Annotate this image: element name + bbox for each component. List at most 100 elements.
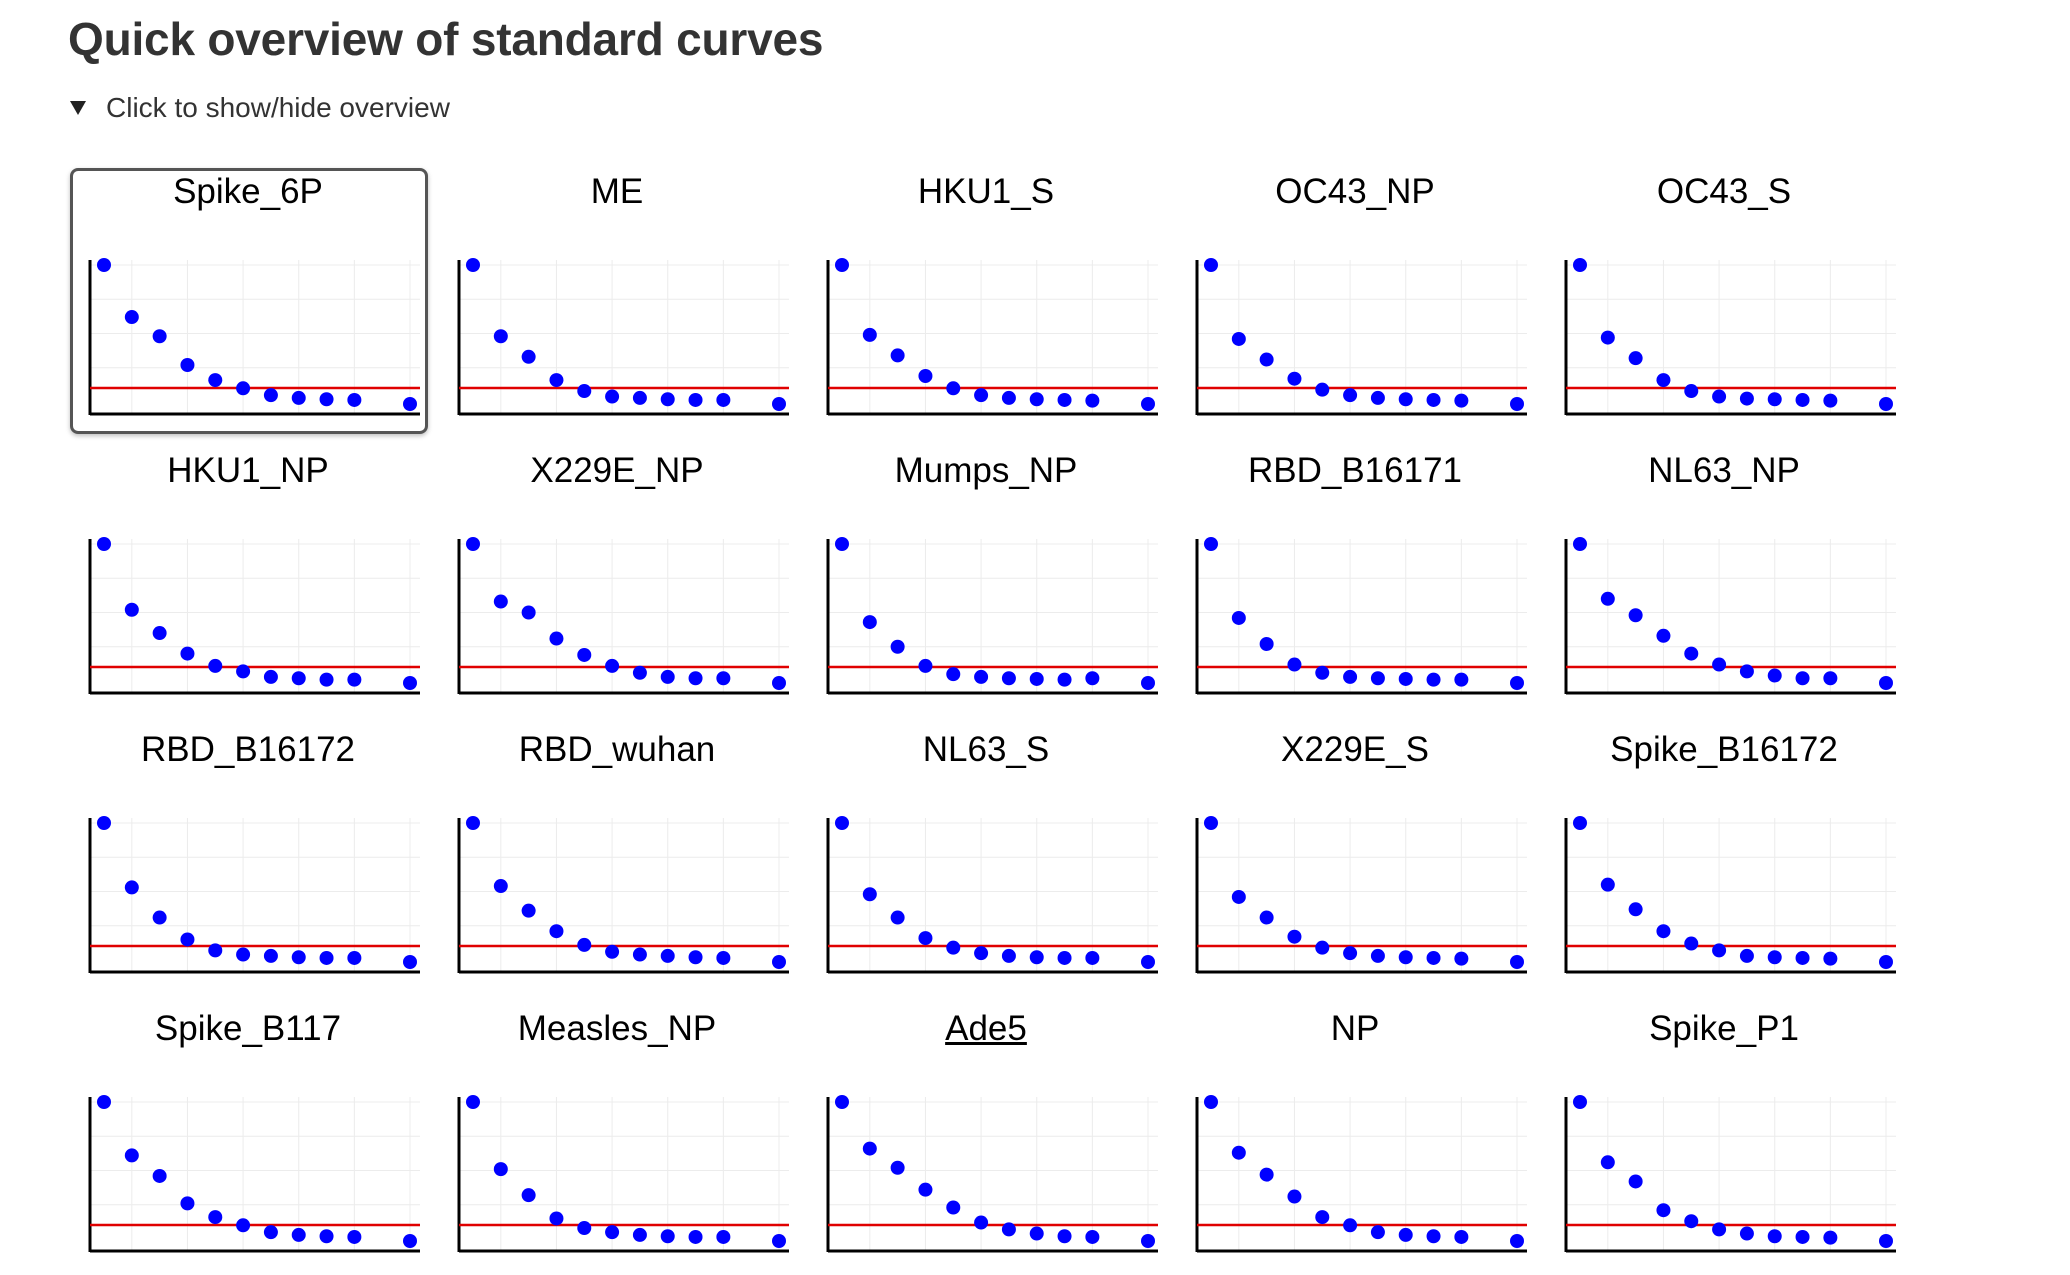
data-point: [1426, 1229, 1441, 1244]
data-point: [1628, 902, 1643, 917]
curve-tile[interactable]: Spike_B117: [68, 1005, 438, 1275]
data-point: [1343, 946, 1358, 961]
curve-tile[interactable]: HKU1_NP: [68, 447, 438, 717]
curve-tile[interactable]: RBD_wuhan: [437, 726, 807, 996]
data-point: [236, 1218, 251, 1233]
data-point: [1712, 389, 1727, 404]
data-point: [918, 368, 933, 383]
data-point: [1204, 816, 1218, 830]
data-point: [1879, 676, 1893, 690]
data-point: [1510, 1234, 1524, 1248]
data-point: [466, 1095, 480, 1109]
data-point: [1795, 1229, 1810, 1244]
curve-tile[interactable]: OC43_S: [1544, 168, 1914, 438]
data-point: [918, 658, 933, 673]
data-point: [974, 946, 989, 961]
data-point: [152, 910, 167, 925]
data-point: [862, 615, 877, 630]
curve-tile[interactable]: Ade5: [806, 1005, 1176, 1275]
standard-curve-plot: [88, 537, 420, 695]
curve-tile[interactable]: NP: [1175, 1005, 1545, 1275]
data-point: [1057, 392, 1072, 407]
data-point: [263, 948, 278, 963]
data-point: [1795, 950, 1810, 965]
chart-title: Spike_6P: [173, 172, 323, 211]
data-point: [1600, 591, 1615, 606]
data-point: [208, 1210, 223, 1225]
chart-title: Spike_B16172: [1610, 730, 1838, 769]
chart-title: RBD_B16171: [1247, 451, 1463, 490]
curve-tile[interactable]: NL63_S: [806, 726, 1176, 996]
data-point: [1823, 393, 1838, 408]
data-point: [403, 955, 417, 969]
curve-tile[interactable]: Measles_NP: [437, 1005, 807, 1275]
data-point: [152, 329, 167, 344]
chart-title: RBD_wuhan: [518, 730, 716, 769]
data-point: [946, 667, 961, 682]
disclosure-triangle-icon: [70, 101, 86, 115]
standard-curve-plot: [1564, 1095, 1896, 1253]
data-point: [403, 1234, 417, 1248]
data-point: [1454, 1229, 1469, 1244]
chart-title: NL63_NP: [1648, 451, 1800, 490]
data-point: [493, 1162, 508, 1177]
curve-tile[interactable]: RBD_B16171: [1175, 447, 1545, 717]
curve-tile[interactable]: OC43_NP: [1175, 168, 1545, 438]
curve-tile[interactable]: ME: [437, 168, 807, 438]
curve-tile[interactable]: Spike_P1: [1544, 1005, 1914, 1275]
overview-toggle-label: Click to show/hide overview: [106, 92, 450, 123]
data-point: [605, 944, 620, 959]
data-point: [466, 258, 480, 272]
data-point: [1879, 1234, 1893, 1248]
data-point: [97, 537, 111, 551]
data-point: [1426, 392, 1441, 407]
data-point: [1712, 1222, 1727, 1237]
curve-tile[interactable]: NL63_NP: [1544, 447, 1914, 717]
data-point: [688, 392, 703, 407]
chart-title: OC43_S: [1656, 172, 1792, 211]
data-point: [632, 390, 647, 405]
overview-toggle[interactable]: Click to show/hide overview: [68, 90, 450, 126]
data-point: [1259, 637, 1274, 652]
data-point: [180, 1196, 195, 1211]
data-point: [1141, 955, 1155, 969]
data-point: [1656, 628, 1671, 643]
data-point: [1370, 1225, 1385, 1240]
data-point: [1343, 1218, 1358, 1233]
data-point: [1085, 671, 1100, 686]
data-point: [1085, 950, 1100, 965]
curve-tile[interactable]: HKU1_S: [806, 168, 1176, 438]
data-point: [1231, 1145, 1246, 1160]
data-point: [1823, 951, 1838, 966]
curve-tile[interactable]: RBD_B16172: [68, 726, 438, 996]
data-point: [862, 327, 877, 342]
data-point: [291, 671, 306, 686]
data-point: [549, 373, 564, 388]
data-point: [124, 1148, 139, 1163]
data-point: [1287, 929, 1302, 944]
data-point: [835, 537, 849, 551]
data-point: [124, 602, 139, 617]
data-point: [1454, 393, 1469, 408]
curve-tile[interactable]: Spike_B16172: [1544, 726, 1914, 996]
data-point: [521, 605, 536, 620]
data-point: [1057, 1229, 1072, 1244]
curve-tile[interactable]: X229E_S: [1175, 726, 1545, 996]
standard-curve-plot: [88, 816, 420, 974]
data-point: [1628, 608, 1643, 623]
curve-tile[interactable]: X229E_NP: [437, 447, 807, 717]
standard-curve-plot: [1195, 1095, 1527, 1253]
data-point: [1739, 948, 1754, 963]
standard-curve-plot: [826, 1095, 1158, 1253]
curve-tile[interactable]: Mumps_NP: [806, 447, 1176, 717]
data-point: [890, 1160, 905, 1175]
chart-title[interactable]: Ade5: [945, 1009, 1027, 1048]
data-point: [1231, 889, 1246, 904]
data-point: [716, 392, 731, 407]
data-point: [263, 669, 278, 684]
data-point: [1823, 1230, 1838, 1245]
curve-tile[interactable]: Spike_6P: [68, 168, 438, 438]
data-point: [347, 672, 362, 687]
data-point: [1426, 950, 1441, 965]
